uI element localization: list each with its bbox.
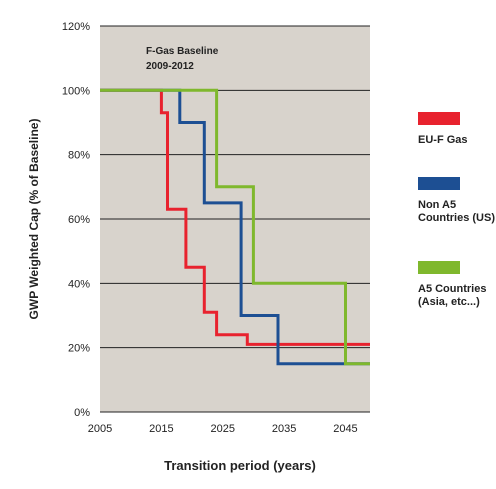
legend-swatch bbox=[418, 112, 460, 125]
plot-area bbox=[100, 25, 370, 413]
tick-labels: 0% 20% 40% 60% 80% 100% 120% 2005 2015 2025 2035 20… bbox=[62, 21, 358, 435]
legend-label: Countries (US) bbox=[418, 212, 495, 224]
series-line-0 bbox=[100, 88, 370, 346]
legend-swatch bbox=[418, 177, 460, 190]
legend-swatch bbox=[418, 261, 460, 274]
y-tick-label: 40% bbox=[68, 278, 90, 290]
x-tick-label: 2015 bbox=[149, 423, 173, 435]
baseline-annotation: F-Gas Baseline 2009-2012 bbox=[146, 46, 219, 72]
x-axis-label: Transition period (years) bbox=[164, 458, 316, 473]
y-tick-label: 100% bbox=[62, 85, 90, 97]
x-tick-label: 2005 bbox=[88, 423, 112, 435]
y-tick-label: 20% bbox=[68, 343, 90, 355]
legend-label: EU-F Gas bbox=[418, 134, 468, 146]
x-tick-label: 2035 bbox=[272, 423, 296, 435]
x-tick-label: 2025 bbox=[210, 423, 234, 435]
series-lines bbox=[100, 88, 370, 366]
series-line-2 bbox=[100, 88, 370, 366]
y-tick-label: 0% bbox=[74, 407, 90, 419]
y-tick-label: 60% bbox=[68, 214, 90, 226]
y-tick-label: 120% bbox=[62, 21, 90, 33]
annotation-line-2: 2009-2012 bbox=[146, 61, 194, 72]
legend-label: (Asia, etc...) bbox=[418, 296, 480, 308]
y-tick-label: 80% bbox=[68, 150, 90, 162]
legend-label: Non A5 bbox=[418, 199, 456, 211]
x-tick-label: 2045 bbox=[333, 423, 357, 435]
annotation-line-1: F-Gas Baseline bbox=[146, 46, 219, 57]
legend-label: A5 Countries bbox=[418, 283, 486, 295]
y-axis-label: GWP Weighted Cap (% of Baseline) bbox=[27, 119, 41, 320]
series-line-1 bbox=[100, 88, 370, 366]
